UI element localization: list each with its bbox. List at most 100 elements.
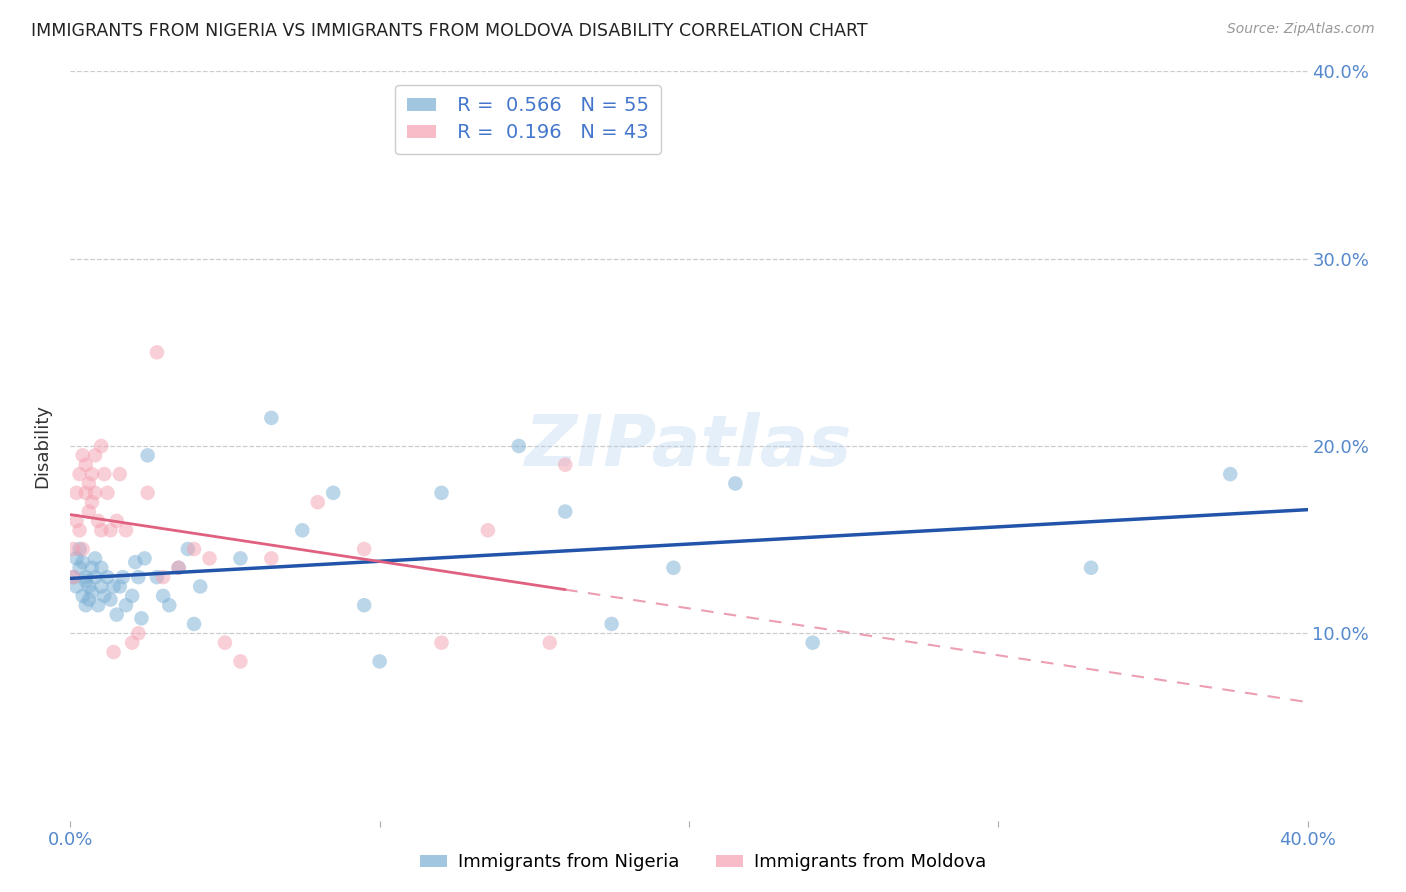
Point [600,617,623,632]
Point [291,524,314,538]
Point [62,570,84,584]
Point [368,655,391,669]
Point [136,449,159,463]
Point [72,542,94,557]
Y-axis label: Disability: Disability [34,404,52,488]
Point [108,580,131,594]
Point [75,486,97,500]
Point [146,570,169,584]
Point [121,589,143,603]
Point [662,561,685,575]
Point [131,611,153,625]
Point [115,524,138,538]
Point [152,570,174,584]
Point [167,561,190,575]
Point [260,551,283,566]
Point [84,449,107,463]
Point [111,570,134,584]
Point [103,580,125,594]
Point [75,599,97,613]
Point [127,626,149,640]
Point [508,439,530,453]
Point [84,486,107,500]
Point [84,570,107,584]
Point [127,570,149,584]
Point [75,570,97,584]
Point [65,580,87,594]
Point [430,635,453,649]
Point [69,542,91,557]
Point [100,524,122,538]
Point [430,486,453,500]
Point [554,505,576,519]
Legend: Immigrants from Nigeria, Immigrants from Moldova: Immigrants from Nigeria, Immigrants from… [413,847,993,879]
Point [538,635,561,649]
Point [93,589,115,603]
Point [136,486,159,500]
Point [69,467,91,482]
Point [93,467,115,482]
Point [84,551,107,566]
Point [229,551,252,566]
Point [353,599,375,613]
Point [229,655,252,669]
Point [183,542,205,557]
Point [77,580,100,594]
Point [62,570,84,584]
Point [177,542,200,557]
Point [108,467,131,482]
Point [105,607,128,622]
Point [69,561,91,575]
Point [65,486,87,500]
Point [72,589,94,603]
Point [801,635,824,649]
Point [90,561,112,575]
Point [80,585,103,599]
Point [65,551,87,566]
Point [72,449,94,463]
Point [69,524,91,538]
Point [72,555,94,569]
Point [554,458,576,472]
Point [183,617,205,632]
Point [146,345,169,359]
Point [96,486,118,500]
Point [77,505,100,519]
Point [214,635,236,649]
Point [77,476,100,491]
Point [152,589,174,603]
Point [1219,467,1241,482]
Point [353,542,375,557]
Point [75,574,97,588]
Point [90,580,112,594]
Point [105,514,128,528]
Point [103,645,125,659]
Point [134,551,156,566]
Point [87,514,110,528]
Text: ZIPatlas: ZIPatlas [526,411,852,481]
Point [724,476,747,491]
Point [65,514,87,528]
Point [124,555,146,569]
Text: IMMIGRANTS FROM NIGERIA VS IMMIGRANTS FROM MOLDOVA DISABILITY CORRELATION CHART: IMMIGRANTS FROM NIGERIA VS IMMIGRANTS FR… [31,22,868,40]
Point [100,592,122,607]
Point [167,561,190,575]
Point [115,599,138,613]
Point [87,599,110,613]
Point [322,486,344,500]
Point [90,524,112,538]
Point [121,635,143,649]
Point [307,495,329,509]
Point [62,542,84,557]
Point [80,495,103,509]
Point [157,599,180,613]
Point [198,551,221,566]
Legend:  R =  0.566   N = 55,  R =  0.196   N = 43: R = 0.566 N = 55, R = 0.196 N = 43 [395,85,661,154]
Point [260,411,283,425]
Point [75,458,97,472]
Point [477,524,499,538]
Text: Source: ZipAtlas.com: Source: ZipAtlas.com [1227,22,1375,37]
Point [80,561,103,575]
Point [77,592,100,607]
Point [90,439,112,453]
